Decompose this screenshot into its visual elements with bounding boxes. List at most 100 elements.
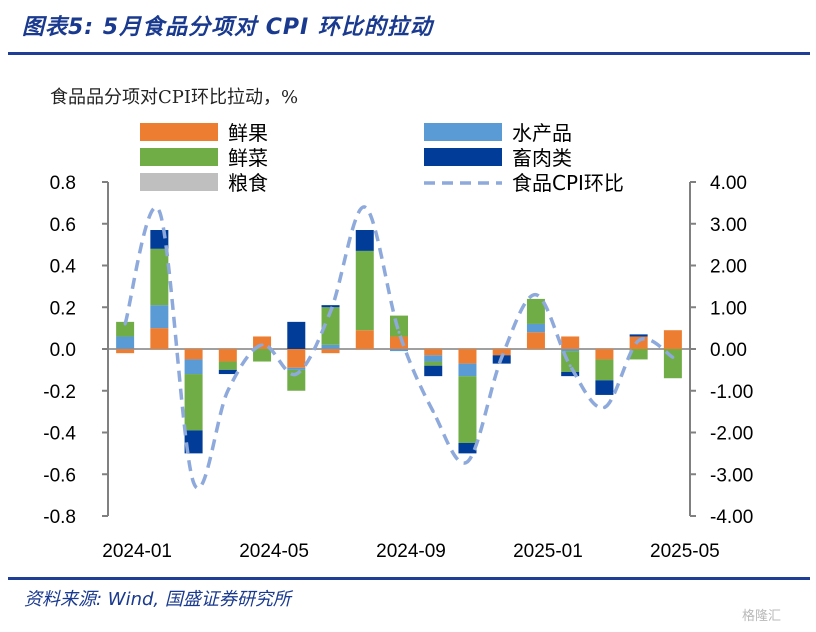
bar-segment <box>663 330 682 349</box>
cpi-point <box>431 410 435 414</box>
bar-segment <box>321 344 340 349</box>
bar-segment <box>663 349 682 379</box>
x-tick-label: 2024-05 <box>239 541 309 562</box>
legend-label: 畜肉类 <box>512 146 572 170</box>
legend-swatch <box>424 148 502 166</box>
bar-segment <box>253 349 272 362</box>
cpi-point <box>397 330 401 334</box>
legend-swatch <box>140 123 218 141</box>
bar-segment <box>526 323 545 333</box>
bar-segment <box>458 363 477 377</box>
bar-segment <box>595 380 614 395</box>
bar-segment <box>561 371 580 377</box>
bar-segment <box>629 349 648 360</box>
bar-segment <box>561 349 580 352</box>
source-rule <box>8 577 810 580</box>
bar-segment <box>424 361 443 366</box>
line-layer <box>123 205 675 490</box>
bar-segment <box>492 349 511 356</box>
cpi-point <box>363 205 367 209</box>
x-tick-label: 2025-01 <box>513 541 583 562</box>
bar-segment <box>287 349 306 368</box>
bar-segment <box>150 305 169 329</box>
right-tick-label: -4.00 <box>710 507 753 528</box>
legend-label: 水产品 <box>512 121 572 145</box>
right-tick-label: 0.00 <box>710 340 747 361</box>
left-tick-label: 0.2 <box>50 298 76 319</box>
cpi-point <box>465 460 469 464</box>
cpi-point <box>294 372 298 376</box>
bar-segment <box>424 355 443 362</box>
cpi-point <box>534 293 538 297</box>
bar-segment <box>526 298 545 324</box>
bar-segment <box>218 349 237 362</box>
right-tick-label: -3.00 <box>710 465 753 486</box>
bar-segment <box>287 321 306 349</box>
figure-title: 图表5: 5月食品分项对 CPI 环比的拉动 <box>22 15 433 40</box>
bar-segment <box>458 376 477 443</box>
bar-segment <box>184 359 203 375</box>
cpi-line <box>123 205 674 490</box>
bar-segment <box>390 336 408 349</box>
cpi-point <box>226 389 230 393</box>
cpi-point <box>500 355 504 359</box>
legend-label: 鲜菜 <box>228 146 268 170</box>
bar-segment <box>321 305 340 308</box>
legend-swatch <box>140 148 218 166</box>
bar-segment <box>458 442 477 454</box>
cpi-point <box>260 343 264 347</box>
left-tick-label: 0.8 <box>50 173 76 194</box>
legend-label: 食品CPI环比 <box>512 171 624 195</box>
left-tick-label: -0.6 <box>43 465 76 486</box>
cpi-point <box>157 209 161 213</box>
legend-label: 粮食 <box>228 171 268 195</box>
bars-layer <box>116 230 682 454</box>
watermark-text: 格隆汇 <box>742 609 782 624</box>
left-tick-label: 0.0 <box>50 340 76 361</box>
left-tick-label: 0.4 <box>50 257 77 278</box>
right-tick-label: -2.00 <box>710 424 753 445</box>
source-note: 资料来源: Wind, 国盛证券研究所 <box>24 589 291 610</box>
cpi-point <box>123 322 127 326</box>
right-tick-label: 1.00 <box>710 298 747 319</box>
left-tick-label: -0.2 <box>43 382 76 403</box>
bar-segment <box>218 361 237 370</box>
right-tick-label: 3.00 <box>710 215 747 236</box>
chart-subtitle: 食品品分项对CPI环比拉动，% <box>50 87 298 108</box>
bar-segment <box>561 336 580 349</box>
cpi-point <box>602 405 606 409</box>
cpi-point <box>671 355 675 359</box>
bar-segment <box>218 369 237 375</box>
right-axis: 4.00 3.00 2.00 1.00 0.00 -1.00 -2.00 -3.00 -4.00 <box>689 173 753 528</box>
cpi-point <box>637 339 641 343</box>
bar-segment <box>150 248 169 306</box>
right-tick-label: 2.00 <box>710 257 747 278</box>
left-tick-label: 0.6 <box>50 215 76 236</box>
cpi-point <box>329 309 333 313</box>
bar-segment <box>526 332 545 349</box>
bar-segment <box>184 374 203 431</box>
cpi-point <box>568 364 572 368</box>
bar-segment <box>321 307 340 345</box>
cpi-point <box>192 481 196 485</box>
bar-segment <box>116 321 135 337</box>
bar-segment <box>355 250 374 331</box>
bar-segment <box>321 349 340 354</box>
bar-segment <box>184 430 203 454</box>
bar-segment <box>116 349 135 354</box>
bar-segment <box>629 334 648 337</box>
x-tick-label: 2025-05 <box>650 541 720 562</box>
bar-segment <box>355 330 374 349</box>
bar-segment <box>184 349 203 360</box>
bar-segment <box>595 349 614 360</box>
legend-swatch <box>424 123 502 141</box>
legend-label: 鲜果 <box>228 121 268 145</box>
bar-segment <box>458 349 477 364</box>
left-tick-label: -0.8 <box>43 507 76 528</box>
x-tick-label: 2024-09 <box>376 541 446 562</box>
legend-swatch <box>140 173 218 191</box>
bar-segment <box>287 367 306 370</box>
bar-segment <box>150 328 169 349</box>
